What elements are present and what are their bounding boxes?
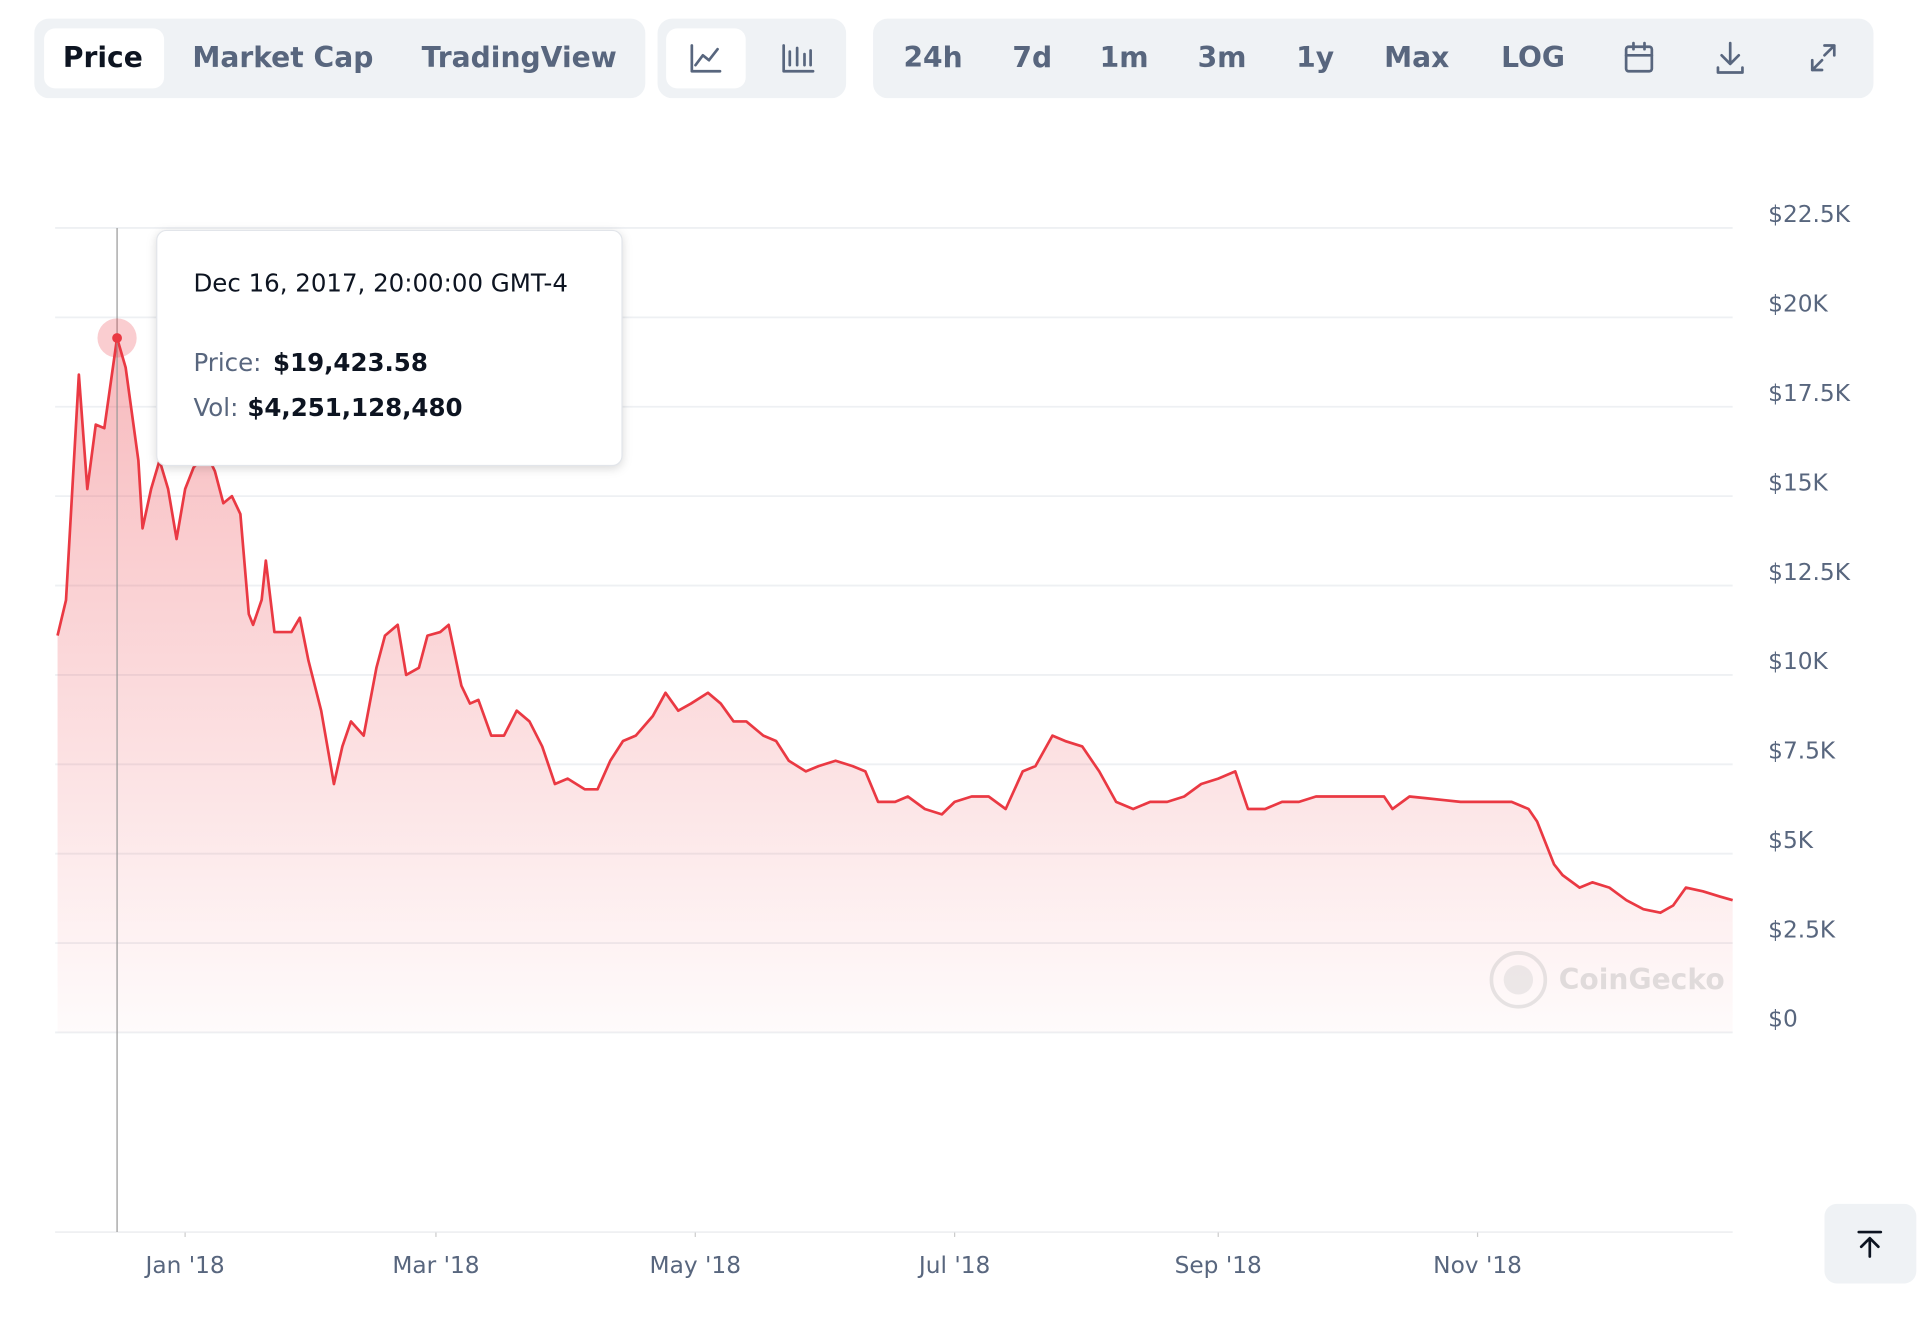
price-line [56, 336, 1734, 915]
y-tick-label: $20K [1768, 291, 1828, 318]
range-group [873, 18, 1874, 99]
y-tick-label: $15K [1768, 469, 1828, 496]
watermark-text: CoinGecko [1559, 963, 1725, 996]
download-icon[interactable] [1716, 41, 1744, 74]
x-tick-label: Jul '18 [917, 1252, 990, 1279]
y-tick-label: $2.5K [1768, 916, 1836, 943]
range-button[interactable]: Max [1384, 41, 1449, 74]
tab[interactable]: Market Cap [192, 41, 373, 74]
tooltip-box [156, 229, 623, 467]
watermark: CoinGecko [1489, 951, 1725, 1009]
tab-selected [44, 28, 165, 89]
tooltip: Dec 16, 2017, 20:00:00 GMT-4 Price: $19,… [156, 229, 623, 467]
y-tick-label: $12.5K [1768, 559, 1851, 586]
y-tick-label: $17.5K [1768, 380, 1851, 407]
y-tick-label: $10K [1768, 648, 1828, 675]
range-button[interactable]: 7d [1012, 41, 1052, 74]
line-chart-icon[interactable] [690, 44, 722, 73]
x-tick-label: May '18 [650, 1252, 741, 1279]
tooltip-vol: $4,251,128,480 [247, 393, 462, 422]
tab[interactable]: TradingView [422, 41, 617, 74]
tooltip-price: $19,423.58 [273, 348, 428, 377]
range-button[interactable]: 24h [903, 41, 962, 74]
tooltip-date: Dec 16, 2017, 20:00:00 GMT-4 [193, 268, 567, 297]
x-tick-label: Nov '18 [1433, 1252, 1522, 1279]
hover-dot [112, 333, 122, 343]
tab-group [34, 18, 646, 99]
calendar-icon[interactable] [1624, 41, 1654, 73]
back-to-top-icon [1857, 1230, 1883, 1258]
x-tick-label: Mar '18 [392, 1252, 479, 1279]
tab[interactable]: Price [63, 41, 143, 74]
y-tick-label: $7.5K [1768, 738, 1836, 765]
fullscreen-icon[interactable] [1810, 44, 1836, 72]
y-tick-label: $0 [1768, 1006, 1798, 1033]
x-tick-label: Sep '18 [1175, 1252, 1262, 1279]
log-button[interactable]: LOG [1501, 41, 1565, 74]
range-button[interactable]: 3m [1198, 41, 1247, 74]
range-button[interactable]: 1y [1296, 41, 1334, 74]
y-tick-label: $5K [1768, 827, 1814, 854]
tooltip-price-label: Price: [193, 348, 261, 377]
x-tick-label: Jan '18 [143, 1252, 224, 1279]
range-button[interactable]: 1m [1100, 41, 1149, 74]
y-tick-label: $22.5K [1768, 201, 1851, 228]
candle-chart-icon[interactable] [782, 44, 815, 73]
tooltip-vol-label: Vol: [193, 393, 238, 422]
area [57, 337, 1733, 1033]
plot [56, 227, 1734, 1233]
